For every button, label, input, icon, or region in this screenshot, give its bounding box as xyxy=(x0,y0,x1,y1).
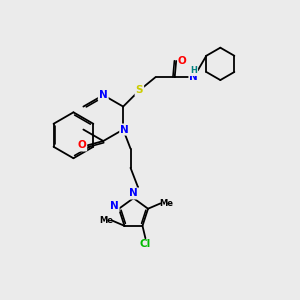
Text: N: N xyxy=(110,201,118,212)
Text: S: S xyxy=(136,85,143,95)
Text: N: N xyxy=(129,188,138,198)
Text: N: N xyxy=(120,124,129,134)
Text: N: N xyxy=(190,72,198,82)
Text: Me: Me xyxy=(159,199,173,208)
Text: O: O xyxy=(77,140,86,150)
Text: Me: Me xyxy=(99,216,113,225)
Text: N: N xyxy=(99,90,108,100)
Text: Cl: Cl xyxy=(140,238,151,248)
Text: H: H xyxy=(190,66,197,75)
Text: O: O xyxy=(178,56,186,66)
